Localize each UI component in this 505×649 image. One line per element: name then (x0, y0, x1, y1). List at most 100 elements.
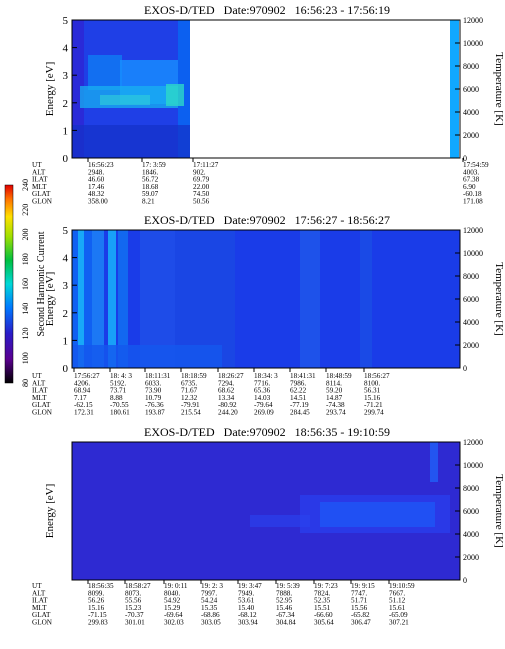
table-cell: 7716. (254, 379, 270, 387)
table-cell: 18:56:27 (364, 372, 390, 380)
table-cell: 48.32 (88, 190, 105, 198)
table-cell: 299.83 (88, 619, 108, 627)
table-cell: -74.38 (326, 401, 345, 409)
ytick-label: 2 (63, 308, 69, 320)
table-cell: 17:11:27 (193, 161, 219, 169)
table-row-label: GLAT (32, 190, 51, 198)
table-cell: 15.16 (364, 394, 381, 402)
table-cell: 17.46 (88, 183, 105, 191)
table-cell: 69.79 (193, 176, 210, 184)
table-cell: -62.15 (74, 401, 93, 409)
ytick-right-label: 0 (463, 576, 467, 585)
ytick-right-label: 2000 (463, 341, 479, 350)
ytick-right-label: 4000 (463, 318, 479, 327)
table-row-label: ILAT (32, 176, 48, 184)
table-cell: 8073. (125, 589, 141, 597)
ytick-label: 0 (63, 363, 69, 375)
table-cell: 301.01 (125, 619, 145, 627)
table-cell: 293.74 (326, 409, 346, 417)
table-cell: 18:56:35 (88, 582, 114, 590)
panel-1-band-start (72, 20, 84, 158)
table-cell: 19: 2: 3 (201, 582, 223, 590)
ytick-label: 4 (63, 43, 69, 55)
ytick-label: 4 (63, 253, 69, 265)
table-cell: 1846. (142, 168, 158, 176)
colorbar-tick-label: 200 (21, 229, 30, 241)
ytick-right-label: 4000 (463, 108, 479, 117)
table-cell: 15.29 (164, 604, 181, 612)
ytick-label: 0 (63, 153, 69, 165)
table-cell: 54.92 (164, 597, 181, 605)
ytick-right-label: 2000 (463, 131, 479, 140)
ytick-right-label: 12000 (463, 16, 483, 25)
table-cell: -65.82 (351, 611, 370, 619)
colorbar-tick-label: 240 (21, 179, 30, 191)
ytick-right-label: 12000 (463, 226, 483, 235)
table-cell: 17:56:27 (74, 372, 100, 380)
table-cell: 65.36 (254, 387, 271, 395)
ytick-right-label: 4000 (463, 530, 479, 539)
panel-2-band (360, 230, 372, 368)
table-cell: 56.26 (88, 597, 105, 605)
table-cell: 284.45 (290, 409, 310, 417)
table-row-label: MLT (32, 183, 47, 191)
table-row-label: GLAT (32, 611, 51, 619)
ytick-right-label: 10000 (463, 39, 483, 48)
table-cell: 18:58:27 (125, 582, 151, 590)
panel-2-ylabel: Energy [eV] (44, 272, 56, 326)
table-cell: 62.22 (290, 387, 307, 395)
table-cell: 7747. (351, 589, 367, 597)
table-cell: 52.95 (276, 597, 293, 605)
table-cell: -77.19 (290, 401, 309, 409)
colorbar-label: Second Harmonic Current (36, 231, 47, 336)
table-cell: 6033. (145, 379, 161, 387)
table-row-label: ILAT (32, 387, 48, 395)
ytick-right-label: 6000 (463, 85, 479, 94)
table-cell: 244.20 (218, 409, 238, 417)
table-cell: 18.68 (142, 183, 159, 191)
table-row-label: UT (32, 161, 42, 169)
table-cell: 302.03 (164, 619, 184, 627)
table-row-label: ALT (32, 168, 46, 176)
table-cell: 306.47 (351, 619, 371, 627)
table-cell: 14.87 (326, 394, 343, 402)
table-cell: 193.87 (145, 409, 165, 417)
table-cell: 2948. (88, 168, 104, 176)
table-cell: 68.62 (218, 387, 235, 395)
table-cell: 15.16 (88, 604, 105, 612)
table-cell: 299.74 (364, 409, 384, 417)
table-cell: 8.21 (142, 198, 155, 206)
colorbar-ticks: 80 100 120 140 160 180 200 220 240 (21, 179, 30, 387)
colorbar-tick-label: 100 (21, 352, 30, 364)
table-cell: -71.15 (88, 611, 107, 619)
ytick-right-label: 12000 (463, 438, 483, 447)
table-cell: -65.09 (389, 611, 408, 619)
table-cell: -79.64 (254, 401, 273, 409)
colorbar-tick-label: 220 (21, 204, 30, 216)
table-cell: 52.35 (314, 597, 331, 605)
table-cell: 307.21 (389, 619, 409, 627)
table-row-label: GLON (32, 619, 53, 627)
ytick-label: 2 (63, 98, 69, 110)
table-cell: 56.31 (364, 387, 381, 395)
table-cell: 18:26:27 (218, 372, 244, 380)
table-cell: 6.90 (463, 183, 476, 191)
panel-2-band (108, 230, 116, 368)
table-cell: 19:10:59 (389, 582, 415, 590)
table-cell: -68.86 (201, 611, 220, 619)
panel-2-yticks: 0 1 2 3 4 5 (63, 225, 77, 375)
table-cell: 6735. (181, 379, 197, 387)
ytick-right-label: 10000 (463, 461, 483, 470)
colorbar-tick-label: 160 (21, 278, 30, 290)
table-cell: 18:11:31 (145, 372, 171, 380)
panel-1-last-column (450, 20, 459, 158)
table-cell: 4003. (463, 168, 479, 176)
panel-3-ylabel-right: Temperature [K] (493, 474, 505, 547)
table-cell: 8.88 (110, 394, 123, 402)
panel-1-patch (72, 125, 190, 158)
table-cell: 7949. (238, 589, 254, 597)
table-cell: 59.07 (142, 190, 159, 198)
table-cell: 303.94 (238, 619, 258, 627)
panel-3-yticks-right: 0 2000 4000 6000 8000 10000 12000 (455, 438, 483, 585)
